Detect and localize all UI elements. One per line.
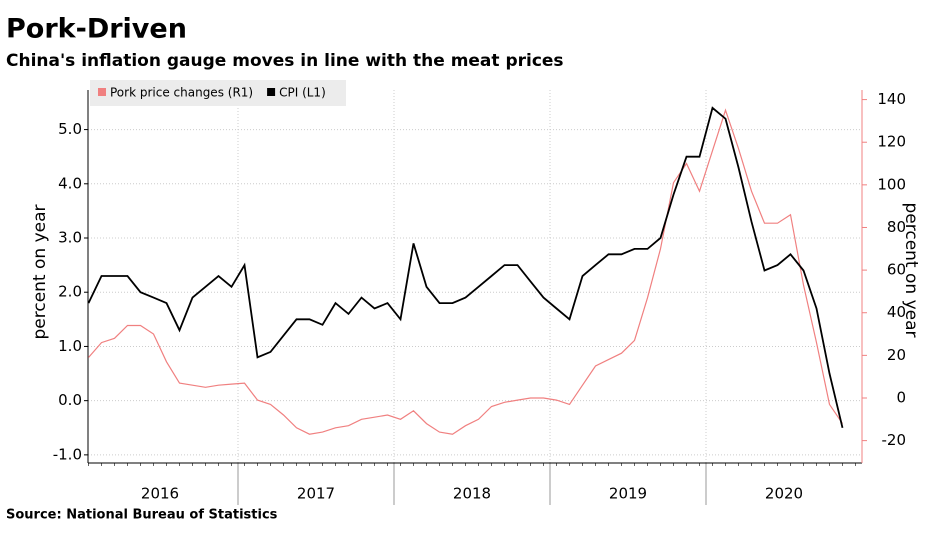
x-group-label: 2016 <box>141 485 179 503</box>
y-tick-label: -1.0 <box>53 445 82 463</box>
series-line <box>87 106 844 429</box>
y2-tick-label: 0 <box>896 388 906 406</box>
y2-tick-label: 40 <box>887 303 906 321</box>
y-tick-label: 3.0 <box>58 229 82 247</box>
y2-tick-label: 100 <box>877 175 906 193</box>
source: Source: National Bureau of Statistics <box>6 508 278 523</box>
y-tick-label: 0.0 <box>58 391 82 409</box>
legend-label: Pork price changes (R1) <box>110 86 253 100</box>
y-tick-label: 5.0 <box>58 120 82 138</box>
legend-swatch <box>267 88 276 96</box>
y2-tick-label: 20 <box>887 346 906 364</box>
legend-box <box>90 80 346 106</box>
x-group-label: 2019 <box>609 485 647 503</box>
chart-title: Pork-Driven <box>6 14 187 45</box>
y2-tick-label: 60 <box>887 261 906 279</box>
x-group-label: 2020 <box>765 485 803 503</box>
y-tick-label: 4.0 <box>58 174 82 192</box>
y2-tick-label: 140 <box>877 90 906 108</box>
legend-swatch <box>98 88 106 96</box>
legend-label: CPI (L1) <box>279 86 326 100</box>
y2-tick-label: 80 <box>887 218 906 236</box>
y-axis-label: percent on year <box>30 204 50 339</box>
y2-tick-label: -20 <box>882 431 907 449</box>
y-tick-label: 1.0 <box>58 337 82 355</box>
y2-tick-label: 120 <box>877 133 906 151</box>
y-tick-label: 2.0 <box>58 283 82 301</box>
x-group-label: 2018 <box>453 485 491 503</box>
chart-subtitle: China's inflation gauge moves in line wi… <box>6 51 564 71</box>
x-group-label: 2017 <box>297 485 335 503</box>
series-line <box>88 108 843 435</box>
y2-axis-label: percent on year <box>901 202 921 337</box>
